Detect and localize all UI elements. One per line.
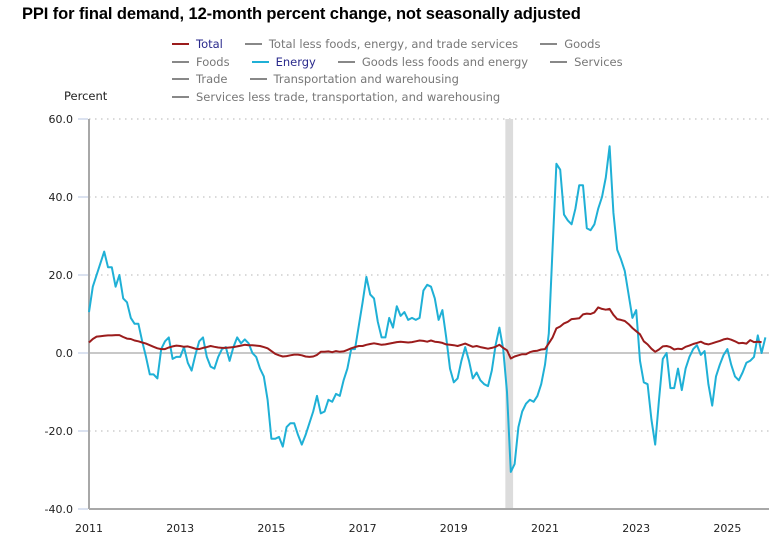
x-tick-label: 2013	[166, 522, 194, 535]
x-tick-label: 2021	[531, 522, 559, 535]
legend-swatch-icon	[172, 60, 189, 63]
series-line-total	[88, 306, 762, 360]
x-tick-label: 2015	[257, 522, 285, 535]
legend-item-trade[interactable]: Trade	[172, 72, 228, 86]
x-tick-label: 2023	[622, 522, 650, 535]
legend-label: Transportation and warehousing	[273, 72, 459, 87]
legend-label: Services	[574, 54, 623, 69]
x-tick-label: 2025	[713, 522, 741, 535]
y-axis-label: Percent	[64, 89, 108, 103]
recession-band	[505, 119, 514, 509]
legend-swatch-icon	[172, 42, 189, 45]
legend-swatch-icon	[244, 42, 262, 45]
legend-label: Foods	[196, 54, 230, 69]
y-tick-label: 20.0	[49, 269, 74, 282]
legend-row: Services less trade, transportation, and…	[172, 88, 645, 106]
legend-item-goods-less-foods-and-energy[interactable]: Goods less foods and energy	[337, 54, 529, 69]
legend-label: Total less foods, energy, and trade serv…	[268, 36, 519, 51]
legend-label: Total	[196, 36, 223, 51]
legend-swatch-icon	[337, 60, 355, 63]
y-tick-label: -40.0	[45, 503, 73, 516]
y-tick-label: 0.0	[56, 347, 74, 360]
y-tick-label: -20.0	[45, 425, 73, 438]
chart-title: PPI for final demand, 12-month percent c…	[22, 5, 581, 23]
legend-item-total-less-foods-energy-and-trade-services[interactable]: Total less foods, energy, and trade serv…	[244, 36, 519, 51]
legend-label: Energy	[275, 54, 316, 69]
legend-label: Goods less foods and energy	[361, 54, 529, 69]
legend-item-goods[interactable]: Goods	[540, 37, 600, 51]
legend-row: Trade Transportation and warehousing	[172, 70, 645, 88]
legend-item-transportation-and-warehousing[interactable]: Transportation and warehousing	[249, 72, 459, 87]
x-tick-label: 2019	[440, 522, 468, 535]
x-tick-label: 2017	[349, 522, 377, 535]
legend-item-services-less-trade-transportation-and-warehousing[interactable]: Services less trade, transportation, and…	[172, 90, 500, 104]
y-tick-label: 60.0	[49, 113, 74, 126]
legend-item-services[interactable]: Services	[550, 55, 623, 69]
legend-item-energy[interactable]: Energy	[251, 54, 316, 69]
chart-legend: Total Total less foods, energy, and trade…	[172, 35, 645, 106]
x-tick-label: 2011	[75, 522, 103, 535]
legend-swatch-icon	[249, 78, 267, 81]
legend-swatch-icon	[550, 60, 568, 63]
y-tick-label: 40.0	[49, 191, 74, 204]
legend-row: Total Total less foods, energy, and trade…	[172, 35, 645, 53]
legend-swatch-icon	[251, 60, 269, 63]
legend-row: Foods Energy Goods less foods and energy Se…	[172, 53, 645, 71]
legend-item-total[interactable]: Total	[172, 37, 223, 51]
legend-label: Goods	[564, 36, 601, 51]
legend-swatch-icon	[172, 95, 189, 98]
legend-swatch-icon	[540, 42, 558, 45]
legend-swatch-icon	[172, 78, 189, 81]
legend-label: Services less trade, transportation, and…	[196, 89, 501, 104]
legend-label: Trade	[196, 72, 228, 87]
legend-item-foods[interactable]: Foods	[172, 55, 230, 69]
series-line-energy	[88, 145, 767, 473]
